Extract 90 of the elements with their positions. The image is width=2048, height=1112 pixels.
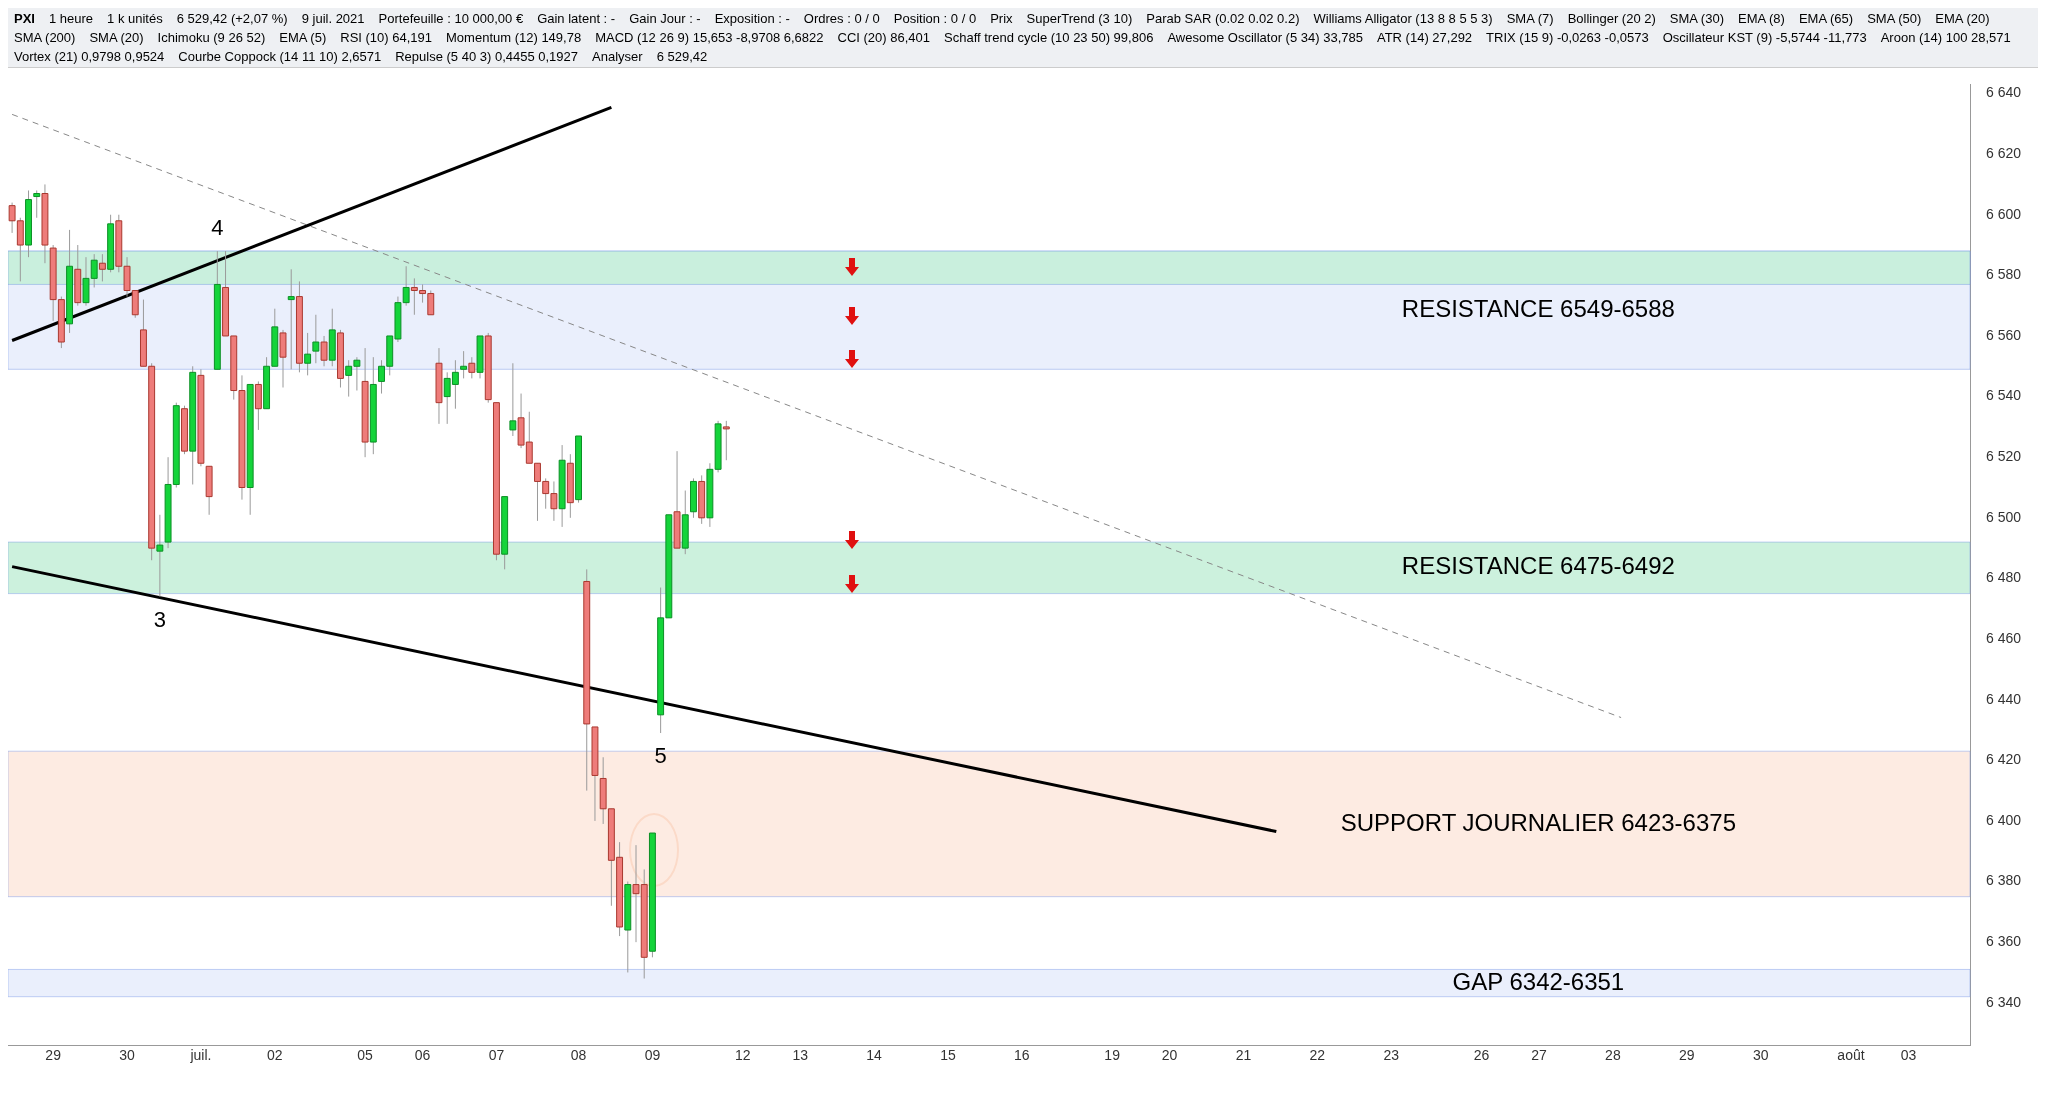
x-tick-label: 15 (940, 1047, 956, 1064)
y-tick-label: 6 380 (1986, 872, 2022, 889)
x-tick-label: 05 (357, 1047, 374, 1064)
text: EMA (5) (279, 30, 327, 45)
y-tick-label: 6 400 (1986, 811, 2022, 828)
text: ATR (14) 27,292 (1376, 30, 1473, 45)
x-tick-label: 29 (45, 1047, 62, 1064)
text: SMA (200) (14, 30, 76, 45)
y-tick-label: 6 520 (1986, 448, 2022, 465)
text: EMA (8) (1737, 11, 1785, 26)
y-tick-label: 6 600 (1986, 205, 2022, 222)
text: Gain latent : - (537, 11, 616, 26)
text: Ordres : 0 / 0 (803, 11, 880, 26)
text: 1 heure (48, 11, 94, 26)
x-tick-label: 06 (414, 1047, 431, 1064)
text: Gain Jour : - (629, 11, 701, 26)
x-tick-label: 07 (488, 1047, 505, 1064)
text: SMA (7) (1506, 11, 1554, 26)
x-tick-label: 21 (1235, 1047, 1252, 1064)
x-tick-label: 23 (1383, 1047, 1400, 1064)
text: Ichimoku (9 26 52) (157, 30, 266, 45)
text: 1 k unités (107, 11, 163, 26)
text: Prix (990, 11, 1013, 26)
x-tick-label: 19 (1104, 1047, 1121, 1064)
y-tick-label: 6 480 (1986, 569, 2022, 586)
text: Awesome Oscillator (5 34) 33,785 (1167, 30, 1363, 45)
y-tick-label: 6 440 (1986, 690, 2022, 707)
text: Bollinger (20 2) (1567, 11, 1656, 26)
chart-title: PXI (14, 11, 35, 26)
y-tick-label: 6 500 (1986, 508, 2022, 525)
text: EMA (20) (1935, 11, 1990, 26)
text: Analyser (592, 49, 643, 64)
x-tick-label: 12 (734, 1047, 751, 1064)
x-tick-label: 30 (1752, 1047, 1769, 1064)
x-tick-label: 30 (119, 1047, 136, 1064)
text: SMA (50) (1867, 11, 1922, 26)
text: TRIX (15 9) -0,0263 -0,0573 (1486, 30, 1649, 45)
x-tick-label: 09 (644, 1047, 661, 1064)
x-tick-label: 28 (1605, 1047, 1621, 1064)
text: Oscillateur KST (9) -5,5744 -11,773 (1662, 30, 1867, 45)
x-tick-label: 20 (1161, 1047, 1178, 1064)
text: Exposition : - (714, 11, 790, 26)
x-tick-label: 29 (1678, 1047, 1695, 1064)
annotation: 5 (654, 743, 667, 769)
y-tick-label: 6 420 (1986, 751, 2022, 768)
text: Momentum (12) 149,78 (446, 30, 582, 45)
text: SMA (20) (89, 30, 144, 45)
text: EMA (65) (1798, 11, 1854, 26)
text: Portefeuille : 10 000,00 € (378, 11, 524, 26)
x-tick-label: juil. (189, 1047, 212, 1064)
y-tick-label: 6 360 (1986, 933, 2022, 950)
text: MACD (12 26 9) 15,653 -8,9708 6,6822 (595, 30, 824, 45)
x-tick-label: 16 (1014, 1047, 1030, 1064)
y-tick-label: 6 620 (1986, 144, 2022, 161)
text: Position : 0 / 0 (893, 11, 977, 26)
text: Courbe Coppock (14 11 10) 2,6571 (178, 49, 382, 64)
y-tick-label: 6 580 (1986, 266, 2022, 283)
y-tick-label: 6 460 (1986, 629, 2022, 646)
text: SMA (30) (1669, 11, 1724, 26)
y-tick-label: 6 340 (1986, 993, 2022, 1010)
band-label: RESISTANCE 6475-6492 (1401, 552, 1675, 580)
x-tick-label: 14 (866, 1047, 883, 1064)
text: 6 529,42 (656, 49, 708, 64)
x-tick-label: 02 (267, 1047, 283, 1064)
text: 9 juil. 2021 (301, 11, 365, 26)
text: 6 529,42 (+2,07 %) (176, 11, 288, 26)
annotation: 4 (211, 215, 224, 241)
x-tick-label: 13 (792, 1047, 809, 1064)
annotation: 3 (153, 606, 166, 632)
band-label: RESISTANCE 6549-6588 (1401, 294, 1675, 322)
x-tick-label: 08 (570, 1047, 587, 1064)
text: CCI (20) 86,401 (837, 30, 931, 45)
x-tick-label: 03 (1900, 1047, 1917, 1064)
y-tick-label: 6 540 (1986, 387, 2022, 404)
band-label: GAP 6342-6351 (1452, 967, 1625, 995)
text: Repulse (5 40 3) 0,4455 0,1927 (395, 49, 579, 64)
x-tick-label: août (1837, 1047, 1865, 1064)
x-tick-label: 27 (1531, 1047, 1548, 1064)
text: Schaff trend cycle (10 23 50) 99,806 (944, 30, 1154, 45)
text: RSI (10) 64,191 (340, 30, 433, 45)
text: Aroon (14) 100 28,571 (1880, 30, 2011, 45)
band-label: SUPPORT JOURNALIER 6423-6375 (1340, 808, 1737, 836)
text: Vortex (21) 0,9798 0,9524 (14, 49, 165, 64)
x-tick-label: 22 (1309, 1047, 1326, 1064)
x-tick-label: 26 (1473, 1047, 1490, 1064)
text: Williams Alligator (13 8 8 5 5 3) (1313, 11, 1493, 26)
y-tick-label: 6 640 (1986, 84, 2022, 101)
text: SuperTrend (3 10) (1026, 11, 1133, 26)
text: Parab SAR (0.02 0.02 0.2) (1146, 11, 1300, 26)
y-tick-label: 6 560 (1986, 326, 2022, 343)
